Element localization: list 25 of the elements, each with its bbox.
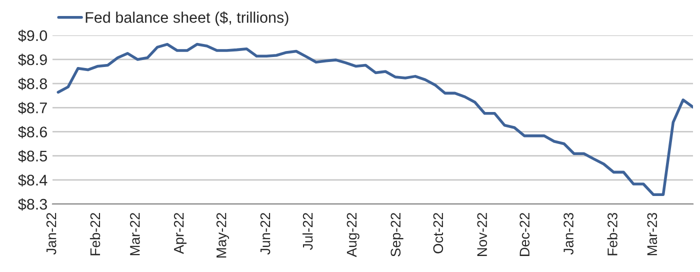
x-tick-label: Feb-22 [90,213,100,256]
y-tick-label: $8.3 [18,198,47,211]
y-tick-label: $8.4 [18,174,48,187]
x-tick-label: Jun-22 [260,213,270,255]
x-tick-label: Apr-22 [174,213,187,254]
x-tick-label: Oct-22 [433,213,444,254]
x-tick-label: Dec-22 [520,213,530,256]
x-tick-label: Feb-23 [607,212,618,256]
y-tick-label: $8.8 [18,78,47,90]
legend-label: Fed balance sheet ($, trillions) [86,11,288,26]
y-tick-label: $8.9 [18,54,47,66]
y-tick-label: $8.6 [18,126,47,138]
x-tick-label: Sep-22 [390,213,404,256]
x-tick-label: Jul-22 [302,213,313,250]
x-tick-label: Mar-23 [647,212,658,256]
x-tick-label: Nov-22 [477,213,488,256]
x-tick-label: May-22 [216,213,230,258]
x-tick-label: Jan-23 [564,212,574,255]
y-tick-label: $8.7 [18,102,47,114]
y-tick-label: $8.5 [18,150,47,162]
x-tick-label: Jan-22 [46,213,56,255]
x-tick-label: Mar-22 [130,213,140,256]
y-tick-label: $9.0 [18,30,48,42]
line-series [56,42,693,196]
x-tick-label: Aug-22 [346,213,360,258]
